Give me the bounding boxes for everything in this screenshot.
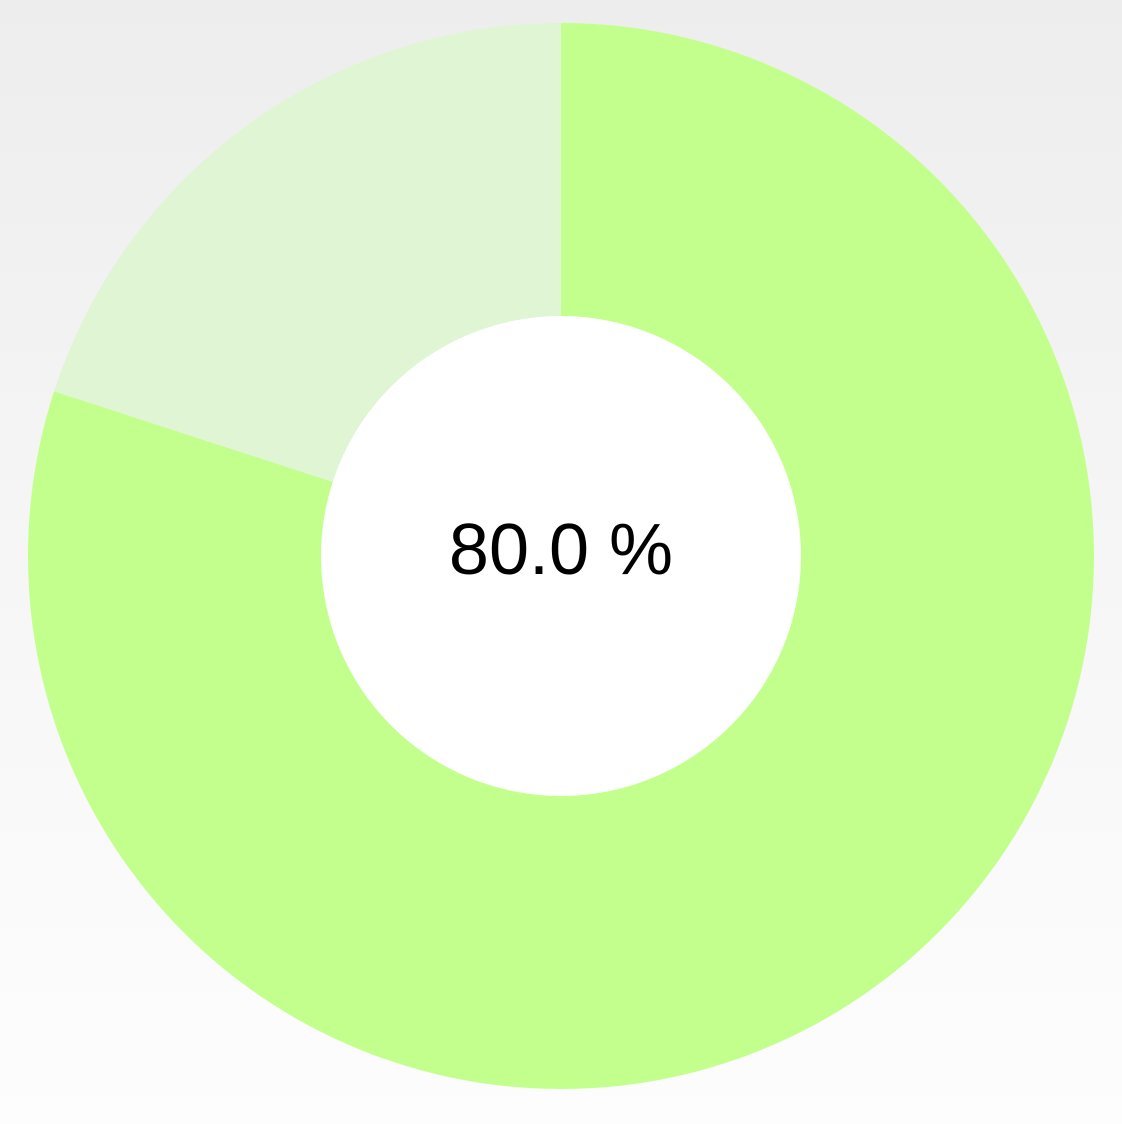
center-percent-label: 80.0 % <box>448 510 674 590</box>
donut-hole <box>321 316 801 796</box>
